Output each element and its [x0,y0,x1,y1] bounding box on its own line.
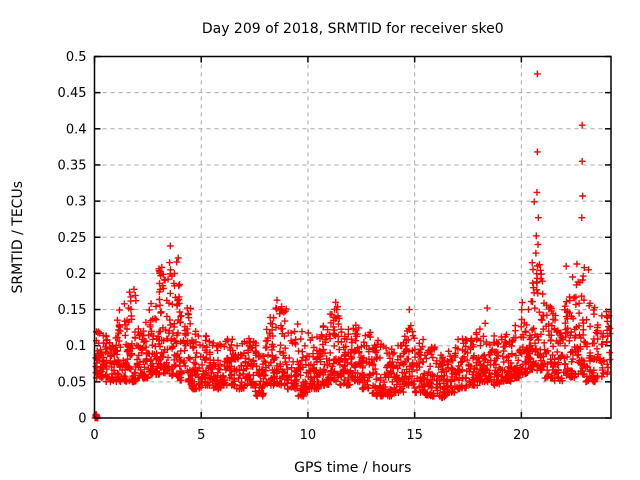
x-tick-label: 20 [513,428,530,443]
chart-title: Day 209 of 2018, SRMTID for receiver ske… [202,21,504,37]
x-tick-label: 15 [406,428,423,443]
scatter-points-srmtid [91,70,614,422]
y-tick-label: 0.3 [66,195,87,210]
x-tick-label: 10 [300,428,317,443]
y-tick-label: 0.35 [58,158,87,173]
x-tick-label: 0 [90,428,98,443]
y-tick-label: 0.1 [66,339,87,354]
tick-labels: 0 0.05 0.1 0.15 0.2 0.25 0.3 0.35 0.4 0.45 0.5 0 5 10… [58,50,530,443]
y-tick-label: 0.5 [66,50,87,65]
grid-lines [94,56,611,418]
y-tick-label: 0.25 [58,231,87,246]
x-tick-label: 5 [197,428,205,443]
y-tick-label: 0.2 [66,267,87,282]
plot-border [93,55,612,419]
y-axis-label: SRMTID / TECUs [10,181,26,294]
y-tick-label: 0.05 [58,375,87,390]
y-tick-label: 0.15 [58,303,87,318]
y-tick-label: 0.45 [58,86,87,101]
x-axis-label: GPS time / hours [294,460,411,476]
y-tick-label: 0.4 [66,122,87,137]
y-tick-label: 0 [78,412,86,427]
